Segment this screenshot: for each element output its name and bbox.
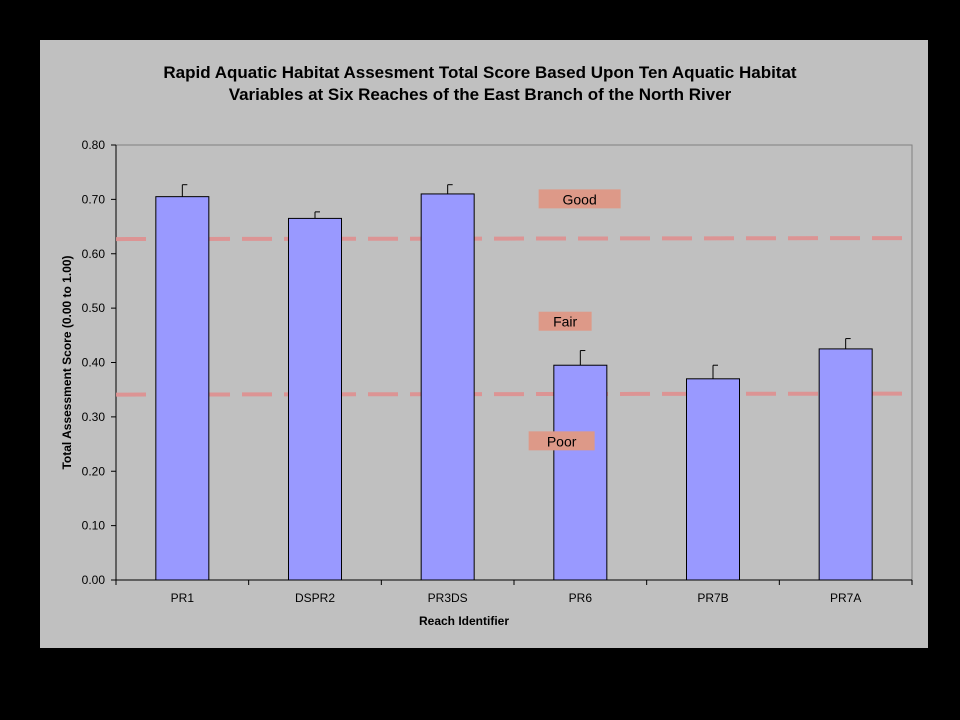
y-tick-label: 0.10 — [82, 519, 106, 533]
y-tick-label: 0.40 — [82, 356, 106, 370]
x-tick-label: PR7B — [697, 591, 728, 605]
y-tick-label: 0.50 — [82, 301, 106, 315]
y-tick-label: 0.20 — [82, 464, 106, 478]
bar — [155, 196, 210, 581]
y-tick-label: 0.00 — [82, 573, 106, 587]
x-tick-label: PR3DS — [428, 591, 468, 605]
reference-line — [115, 236, 913, 242]
chart-title-line-2: Variables at Six Reaches of the East Bra… — [228, 85, 732, 104]
x-tick-label: PR6 — [569, 591, 593, 605]
plot-area — [115, 144, 913, 581]
x-tick-label: PR7A — [830, 591, 861, 605]
zone-label-box — [538, 189, 621, 209]
bar — [553, 364, 608, 581]
x-tick-label: DSPR2 — [295, 591, 335, 605]
chart-title-line-1: Rapid Aquatic Habitat Assesment Total Sc… — [163, 63, 797, 82]
bar — [686, 378, 740, 581]
zone-label: Poor — [547, 433, 577, 449]
zone-label: Fair — [553, 314, 577, 330]
x-tick-label: PR1 — [171, 591, 195, 605]
x-axis-title: Reach Identifier — [419, 614, 509, 628]
y-tick-label: 0.70 — [82, 192, 106, 206]
bar — [818, 348, 873, 581]
y-tick-label: 0.80 — [82, 138, 106, 152]
bar — [288, 217, 342, 581]
zone-label-box — [528, 431, 595, 451]
bar — [420, 193, 475, 581]
y-axis-title: Total Assessment Score (0.00 to 1.00) — [60, 255, 74, 469]
chart-title: Rapid Aquatic Habitat Assesment Total Sc… — [6, 62, 954, 106]
y-tick-label: 0.30 — [82, 410, 106, 424]
y-tick-label: 0.60 — [82, 247, 106, 261]
zone-label: Good — [563, 191, 597, 207]
reference-line — [115, 391, 913, 397]
zone-label-box — [538, 311, 592, 331]
